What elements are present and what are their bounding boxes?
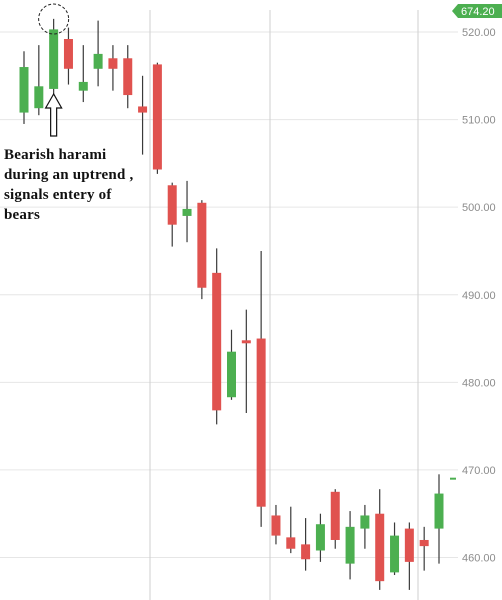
candle-body <box>49 29 59 89</box>
candle-body <box>301 544 311 560</box>
bearish-candle <box>286 506 296 554</box>
bearish-candle <box>419 526 429 571</box>
bearish-candle <box>152 62 162 174</box>
bearish-candle <box>404 522 414 590</box>
candle-body <box>241 340 251 344</box>
bullish-candle <box>19 51 29 124</box>
bullish-candle <box>390 522 400 576</box>
candle-body <box>330 491 340 540</box>
bearish-harami-annotation: Bearish harami during an uptrend , signa… <box>4 147 134 223</box>
bullish-candle <box>78 45 88 103</box>
y-tick-label: 470.00 <box>462 465 496 477</box>
bearish-candle <box>108 45 118 91</box>
candle-body <box>345 526 355 564</box>
y-tick-label: 460.00 <box>462 553 496 565</box>
candle-body <box>138 106 148 113</box>
bearish-candle <box>123 45 133 109</box>
candle-body <box>404 528 414 562</box>
bearish-candle <box>197 200 207 300</box>
last-price-label: 674.20 <box>461 6 495 18</box>
candle-body <box>212 272 222 411</box>
last-price-tag: 674.20 <box>452 4 502 18</box>
candle-body <box>123 58 133 96</box>
y-axis: 460.00 470.00 480.00 490.00 500.00 510.00 520.… <box>450 4 502 565</box>
bullish-candle <box>49 18 59 98</box>
candle-body <box>360 515 370 529</box>
candle-body <box>19 67 29 113</box>
candle-body <box>63 39 73 69</box>
bearish-candle <box>271 504 281 545</box>
candle-body <box>78 81 88 91</box>
bearish-candle <box>256 250 266 527</box>
bearish-candle <box>63 27 73 85</box>
candle-body <box>152 64 162 170</box>
y-tick-label: 520.00 <box>462 27 496 39</box>
y-tick-label: 480.00 <box>462 377 496 389</box>
candle-body <box>108 58 118 69</box>
bullish-candle <box>360 504 370 549</box>
candle-body <box>419 539 429 547</box>
candle-body <box>315 524 325 551</box>
candle-body <box>286 537 296 549</box>
candle-body <box>197 202 207 288</box>
bearish-candle <box>330 489 340 549</box>
bullish-candle <box>345 511 355 580</box>
candle-body <box>256 338 266 507</box>
candle-body <box>167 185 177 225</box>
bullish-candle <box>434 474 444 564</box>
bearish-candle <box>301 518 311 571</box>
y-tick-label: 490.00 <box>462 290 496 302</box>
bearish-candle <box>375 489 385 590</box>
candle-body <box>390 535 400 573</box>
bearish-candle <box>212 248 222 425</box>
bullish-candle <box>182 180 192 243</box>
grid-layer <box>0 31 458 558</box>
y-tick-label: 510.00 <box>462 115 496 127</box>
candle-body <box>271 515 281 536</box>
highlight-circle <box>38 3 70 35</box>
candle-body <box>34 86 44 109</box>
bullish-candle <box>93 20 103 87</box>
bullish-candle <box>34 45 44 116</box>
bearish-candle <box>241 309 251 413</box>
candle-body <box>93 53 103 69</box>
annotation-marker-layer <box>38 3 70 137</box>
candle-body <box>182 208 192 216</box>
y-tick-label: 500.00 <box>462 202 496 214</box>
bearish-candle <box>138 75 148 155</box>
up-arrow-icon <box>44 92 63 137</box>
candle-layer <box>19 18 444 590</box>
bearish-candle <box>167 182 177 247</box>
bullish-candle <box>227 329 236 400</box>
bullish-candle <box>315 513 325 562</box>
candle-body <box>434 493 444 529</box>
candle-body <box>375 513 385 582</box>
vertical-separator-layer <box>149 10 419 600</box>
candle-body <box>227 351 236 398</box>
price-tag-shape <box>452 4 502 18</box>
